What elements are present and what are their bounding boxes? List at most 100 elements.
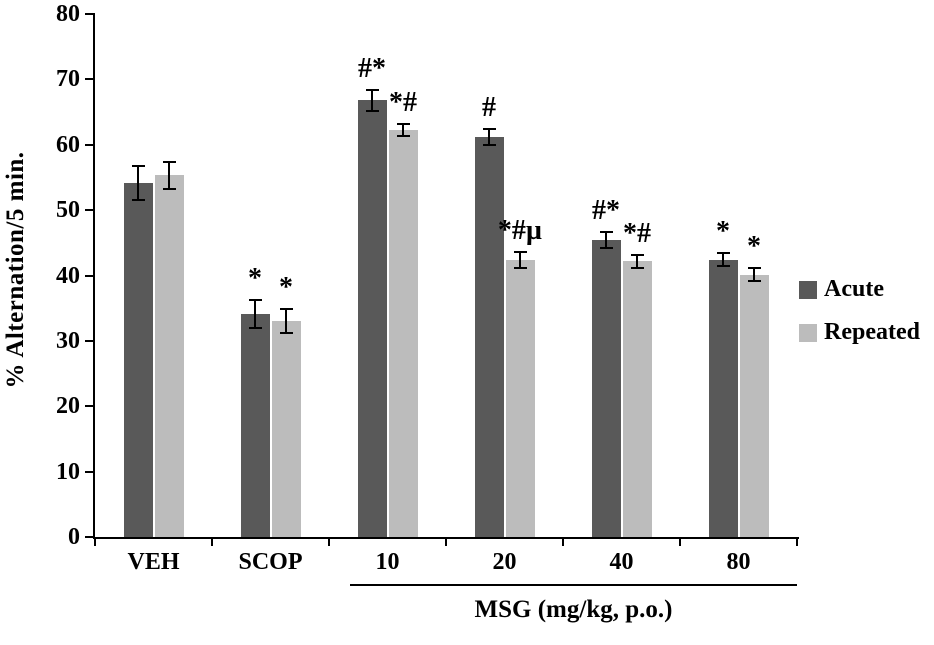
error-bar-cap-bottom bbox=[365, 109, 379, 112]
y-tick-label: 30 bbox=[56, 327, 80, 354]
error-bar bbox=[722, 253, 724, 267]
error-bar bbox=[519, 251, 521, 268]
x-category-label-10: 10 bbox=[375, 549, 400, 575]
x-category-label-20: 20 bbox=[492, 549, 517, 575]
error-bar bbox=[605, 232, 607, 249]
y-tick-mark bbox=[85, 405, 94, 408]
error-bar bbox=[636, 254, 638, 268]
bar-repeated-20 bbox=[505, 259, 535, 537]
error-bar bbox=[753, 268, 755, 282]
y-tick-label: 10 bbox=[56, 458, 80, 485]
significance-marker: *#µ bbox=[497, 214, 543, 246]
error-bar bbox=[402, 123, 404, 136]
error-bar-cap-top bbox=[716, 252, 730, 255]
error-bar-cap-bottom bbox=[131, 198, 145, 201]
significance-marker: # bbox=[482, 92, 496, 124]
significance-marker: #* bbox=[358, 52, 386, 84]
legend-label-repeated: Repeated bbox=[824, 319, 920, 345]
y-axis-line bbox=[93, 13, 95, 539]
significance-marker: #* bbox=[592, 195, 620, 227]
y-tick-mark bbox=[85, 536, 94, 538]
error-bar-cap-top bbox=[747, 267, 761, 270]
y-tick-label: 0 bbox=[68, 524, 80, 550]
error-bar-cap-top bbox=[131, 164, 145, 167]
y-tick-label: 50 bbox=[56, 197, 80, 224]
legend: Acute Repeated bbox=[799, 276, 920, 362]
x-category-label-veh: VEH bbox=[127, 549, 180, 575]
legend-item-acute: Acute bbox=[799, 276, 920, 303]
y-tick-mark bbox=[85, 13, 94, 15]
bar-acute-80 bbox=[708, 259, 738, 537]
plot-area: * #* # #* * * *# *#µ *# * bbox=[95, 14, 797, 537]
y-tick-label: 60 bbox=[56, 131, 80, 158]
x-tick-mark bbox=[328, 539, 330, 546]
y-tick-label: 80 bbox=[56, 1, 80, 27]
error-bar-cap-top bbox=[162, 161, 176, 164]
error-bar-cap-bottom bbox=[599, 247, 613, 250]
error-bar-cap-bottom bbox=[248, 327, 262, 330]
legend-item-repeated: Repeated bbox=[799, 319, 920, 346]
error-bar-cap-bottom bbox=[716, 265, 730, 268]
y-tick-mark bbox=[85, 274, 94, 277]
significance-marker: *# bbox=[623, 217, 651, 249]
significance-marker: * bbox=[716, 216, 730, 248]
error-bar-cap-bottom bbox=[482, 143, 496, 146]
x-category-label-scop: SCOP bbox=[238, 549, 303, 575]
error-bar-cap-top bbox=[248, 298, 262, 301]
y-tick-label: 40 bbox=[56, 262, 80, 289]
x-tick-mark bbox=[94, 539, 96, 546]
error-bar-cap-top bbox=[482, 128, 496, 131]
y-tick-mark bbox=[85, 78, 94, 81]
bar-repeated-40 bbox=[622, 261, 652, 537]
error-bar bbox=[371, 89, 373, 111]
error-bar-cap-bottom bbox=[513, 266, 527, 269]
significance-marker: *# bbox=[389, 86, 417, 118]
y-tick-mark bbox=[85, 143, 94, 146]
error-bar-cap-top bbox=[599, 231, 613, 234]
y-tick-label: 20 bbox=[56, 393, 80, 420]
x-tick-mark bbox=[562, 539, 564, 546]
y-tick-mark bbox=[85, 470, 94, 473]
x-tick-mark bbox=[796, 539, 798, 546]
bar-acute-10 bbox=[357, 100, 387, 537]
legend-swatch-acute bbox=[799, 280, 817, 299]
legend-swatch-repeated bbox=[799, 323, 817, 342]
x-tick-mark bbox=[445, 539, 447, 546]
x-tick-mark bbox=[679, 539, 681, 546]
bar-acute-40 bbox=[591, 240, 621, 537]
error-bar bbox=[137, 165, 139, 200]
significance-marker: * bbox=[279, 272, 293, 304]
bar-repeated-80 bbox=[739, 274, 769, 537]
error-bar bbox=[285, 309, 287, 334]
error-bar bbox=[168, 162, 170, 189]
msg-group-bracket-line bbox=[350, 584, 797, 586]
x-axis-line bbox=[93, 537, 799, 539]
error-bar bbox=[254, 299, 256, 329]
x-category-label-80: 80 bbox=[726, 549, 751, 575]
bar-repeated-veh bbox=[154, 175, 184, 537]
bar-repeated-scop bbox=[271, 321, 301, 537]
error-bar-cap-bottom bbox=[279, 332, 293, 335]
error-bar-cap-bottom bbox=[630, 266, 644, 269]
y-tick-mark bbox=[85, 209, 94, 212]
error-bar-cap-bottom bbox=[396, 134, 410, 137]
legend-label-acute: Acute bbox=[824, 276, 884, 302]
error-bar-cap-top bbox=[279, 308, 293, 311]
error-bar-cap-top bbox=[396, 122, 410, 125]
y-tick-label: 70 bbox=[56, 66, 80, 93]
error-bar-cap-top bbox=[365, 88, 379, 91]
error-bar-cap-top bbox=[630, 253, 644, 256]
bar-acute-veh bbox=[123, 182, 153, 537]
significance-marker: * bbox=[248, 262, 262, 294]
x-category-label-40: 40 bbox=[609, 549, 634, 575]
bar-acute-scop bbox=[240, 314, 270, 537]
error-bar-cap-top bbox=[513, 250, 527, 253]
bar-repeated-10 bbox=[388, 129, 418, 537]
error-bar bbox=[488, 129, 490, 145]
bar-acute-20 bbox=[474, 136, 504, 537]
significance-marker: * bbox=[747, 231, 761, 263]
error-bar-cap-bottom bbox=[162, 187, 176, 190]
y-tick-mark bbox=[85, 339, 94, 342]
x-tick-mark bbox=[211, 539, 213, 546]
